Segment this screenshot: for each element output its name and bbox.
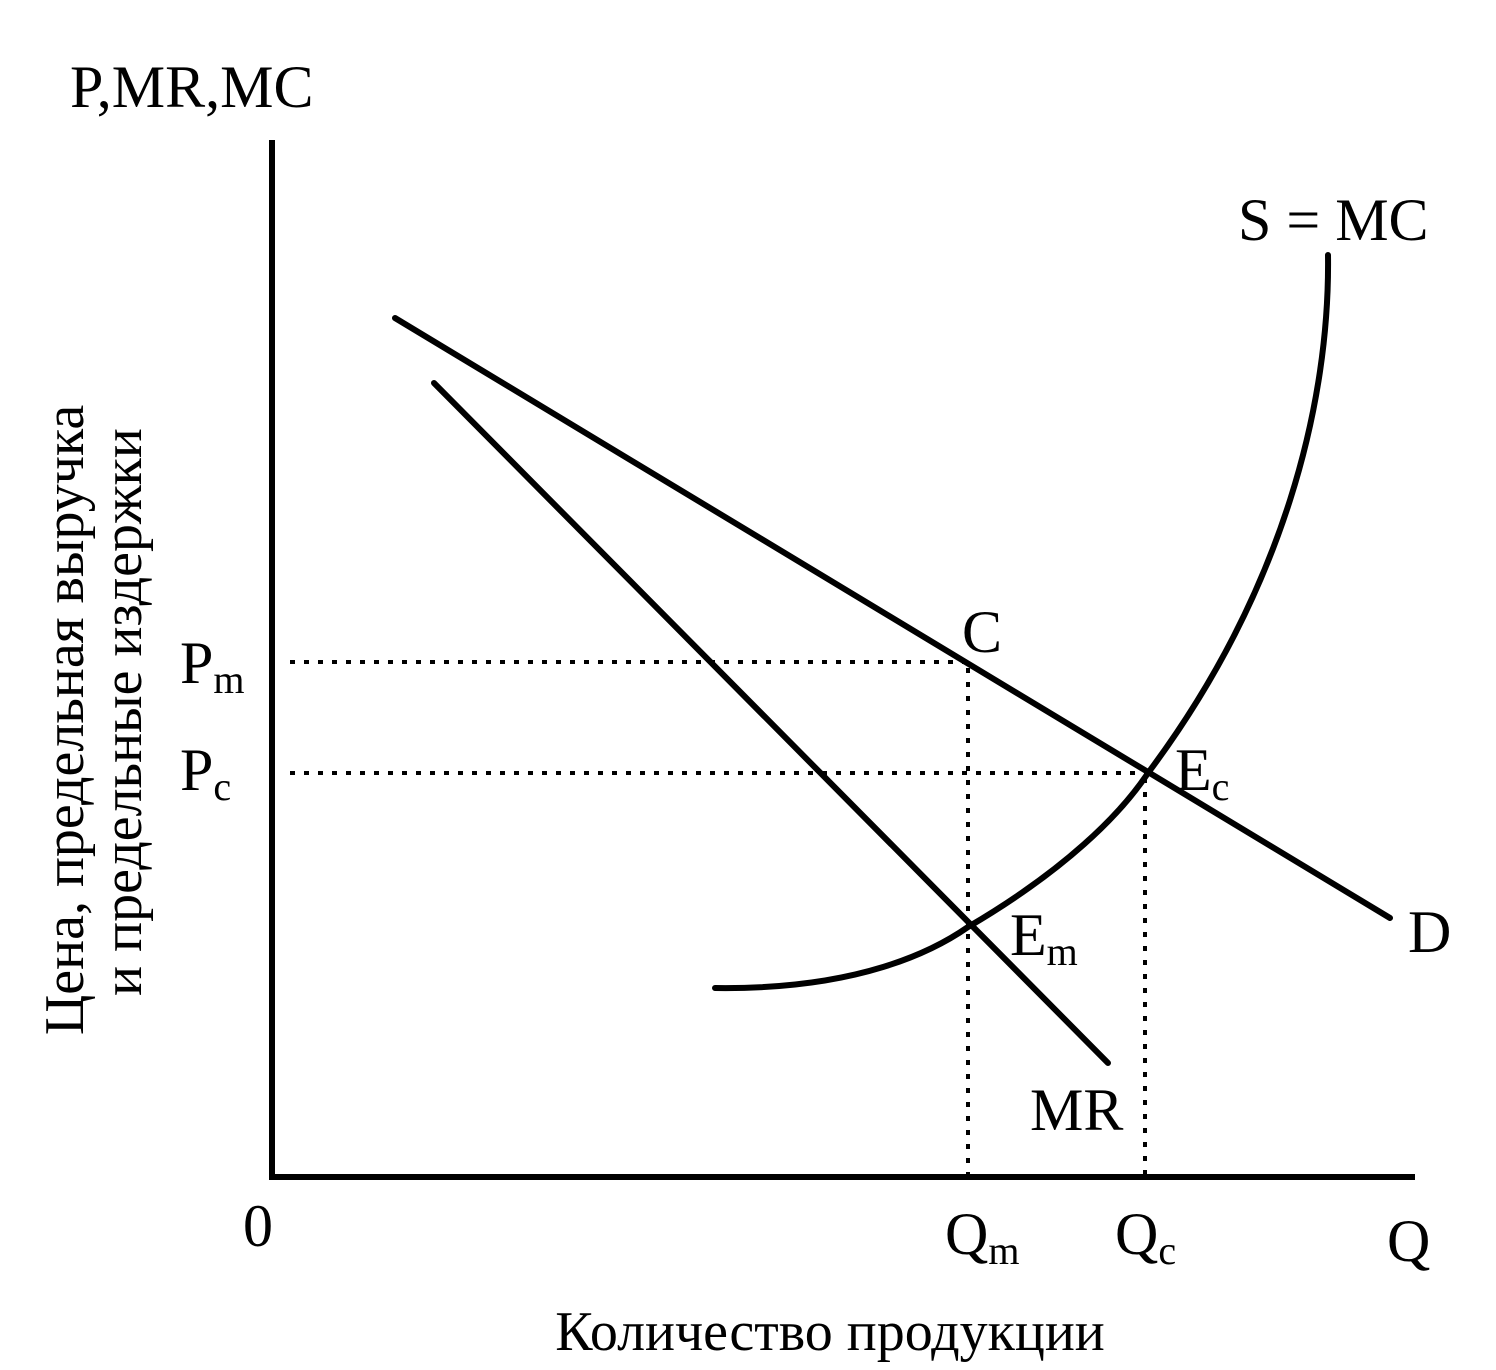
qty-competitive-label: Qc: [1115, 1201, 1176, 1273]
supply-mc-curve: [712, 252, 1332, 992]
price-competitive-label: Pc: [180, 737, 231, 809]
demand-label: D: [1408, 899, 1451, 965]
mr-label: MR: [1030, 1077, 1123, 1143]
y-axis-title-line1: Цена, предельная выручка: [34, 405, 96, 1035]
y-axis-title-line2: и предельные издержки: [92, 428, 154, 996]
marginal-revenue-curve: [431, 380, 1111, 1066]
origin-label: 0: [243, 1193, 273, 1259]
x-axis-end-label: Q: [1387, 1208, 1430, 1274]
point-em-label: Em: [1010, 902, 1078, 974]
price-monopoly-label: Pm: [180, 630, 245, 702]
demand-curve: [392, 315, 1393, 921]
qty-monopoly-label: Qm: [945, 1201, 1019, 1273]
y-axis-label: P,MR,MC: [70, 54, 313, 120]
point-c-label: C: [962, 599, 1002, 665]
point-ec-label: Ec: [1175, 737, 1229, 809]
supply-mc-label: S = MC: [1238, 187, 1429, 253]
x-axis-title: Количество продукции: [555, 1301, 1105, 1363]
